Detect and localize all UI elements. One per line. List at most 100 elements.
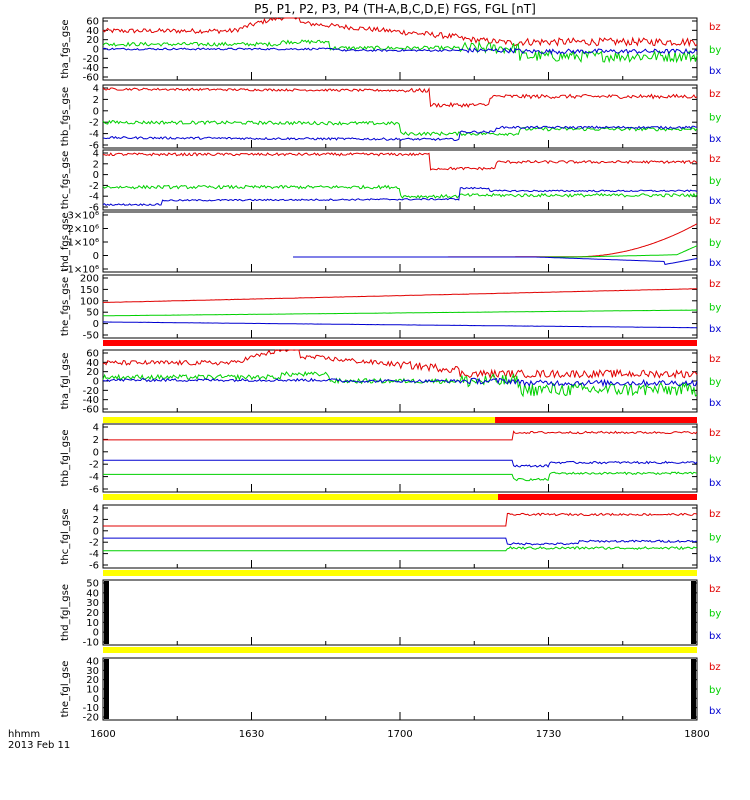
series-bx	[102, 377, 698, 388]
series-by	[102, 309, 698, 317]
x-axis-label: hhmm	[8, 729, 40, 740]
y-tick-label: 3×10⁶	[68, 211, 99, 222]
legend-bx: bx	[709, 398, 721, 409]
y-axis-label: thb_fgs_gse	[60, 87, 71, 146]
x-axis-date: 2013 Feb 11	[8, 740, 70, 751]
y-axis-label: tha_fgs_gse	[60, 19, 71, 78]
data-burst-start	[104, 581, 109, 644]
series-bz	[102, 87, 698, 108]
panel-thb_fgl_gse	[102, 423, 698, 493]
y-tick-label: 100	[80, 296, 99, 307]
mode-bar-b	[498, 494, 697, 500]
y-tick-label: 0	[93, 45, 99, 56]
legend-by: by	[709, 377, 721, 388]
figure-title: P5, P1, P2, P3, P4 (TH-A,B,C,D,E) FGS, F…	[254, 2, 536, 16]
x-tick-label: 1630	[239, 729, 264, 740]
y-tick-label: -1×10⁶	[64, 265, 99, 276]
legend-bz: bz	[709, 509, 721, 520]
y-tick-label: -2	[89, 181, 99, 192]
x-tick-label: 1800	[684, 729, 709, 740]
y-tick-label: -20	[83, 386, 99, 397]
x-tick-label: 1730	[536, 729, 561, 740]
y-tick-label: -10	[83, 703, 99, 714]
series-bz	[102, 152, 698, 171]
series-bx	[102, 186, 698, 207]
legend-bz: bz	[709, 89, 721, 100]
y-tick-label: 10	[86, 618, 99, 629]
y-tick-label: -60	[83, 405, 99, 416]
y-tick-label: -4	[89, 472, 99, 483]
series-bx	[103, 459, 698, 468]
legend-by: by	[709, 609, 721, 620]
series-bx	[102, 125, 698, 142]
legend-bx: bx	[709, 478, 721, 489]
legend-by: by	[709, 113, 721, 124]
y-tick-label: -6	[89, 485, 99, 496]
y-tick-label: 20	[86, 35, 99, 46]
y-tick-label: -2	[89, 538, 99, 549]
y-tick-label: 0	[93, 628, 99, 639]
legend-by: by	[709, 685, 721, 696]
y-tick-label: 50	[86, 579, 99, 590]
y-axis-label: the_fgl_gse	[60, 661, 71, 718]
legend-bz: bz	[709, 662, 721, 673]
mode-bar	[103, 340, 697, 346]
y-tick-label: -4	[89, 549, 99, 560]
series-bx	[293, 256, 698, 265]
y-tick-label: 2	[93, 435, 99, 446]
y-tick-label: 40	[86, 657, 99, 668]
y-tick-label: 30	[86, 666, 99, 677]
y-tick-label: -10	[83, 638, 99, 649]
legend-by: by	[709, 303, 721, 314]
y-tick-label: 40	[86, 358, 99, 369]
y-tick-label: -4	[89, 129, 99, 140]
y-tick-label: 30	[86, 598, 99, 609]
y-tick-label: -4	[89, 192, 99, 203]
y-axis-label: thd_fgl_gse	[60, 584, 71, 641]
legend-by: by	[709, 238, 721, 249]
data-burst-end	[691, 581, 696, 644]
mode-bar-b	[495, 417, 697, 423]
y-tick-label: 20	[86, 608, 99, 619]
y-tick-label: -20	[83, 54, 99, 65]
y-tick-label: 20	[86, 367, 99, 378]
series-by	[102, 184, 698, 199]
series-by	[103, 545, 698, 552]
mode-bar	[103, 570, 697, 576]
y-tick-label: 2	[93, 159, 99, 170]
legend-bx: bx	[709, 554, 721, 565]
series-bz	[102, 17, 698, 48]
legend-bx: bx	[709, 66, 721, 77]
mode-bar-a	[103, 417, 496, 423]
series-bx	[102, 47, 698, 55]
legend-bx: bx	[709, 706, 721, 717]
panel-thd_fgl_gse	[102, 579, 698, 646]
y-tick-label: 4	[93, 504, 99, 515]
y-tick-label: -2	[89, 118, 99, 129]
series-bz	[103, 430, 698, 441]
legend-bx: bx	[709, 134, 721, 145]
y-axis-label: tha_fgl_gse	[60, 353, 71, 410]
y-tick-label: -50	[83, 331, 99, 342]
series-by	[102, 39, 698, 64]
legend-by: by	[709, 533, 721, 544]
data-burst-start	[104, 659, 109, 719]
y-tick-label: 2×10⁶	[68, 224, 99, 235]
y-tick-label: 0	[93, 377, 99, 388]
legend-bz: bz	[709, 279, 721, 290]
y-tick-label: 4	[93, 423, 99, 434]
data-burst-end	[691, 659, 696, 719]
y-tick-label: -2	[89, 460, 99, 471]
y-tick-label: -20	[83, 713, 99, 724]
legend-bx: bx	[709, 631, 721, 642]
series-bz	[293, 223, 698, 258]
x-tick-label: 1700	[387, 729, 412, 740]
y-tick-label: 0	[93, 251, 99, 262]
panel-thb_fgs_gse	[102, 84, 698, 149]
legend-bz: bz	[709, 584, 721, 595]
y-tick-label: 60	[86, 17, 99, 28]
y-tick-label: -60	[83, 73, 99, 84]
legend-bz: bz	[709, 22, 721, 33]
y-tick-label: 2	[93, 515, 99, 526]
